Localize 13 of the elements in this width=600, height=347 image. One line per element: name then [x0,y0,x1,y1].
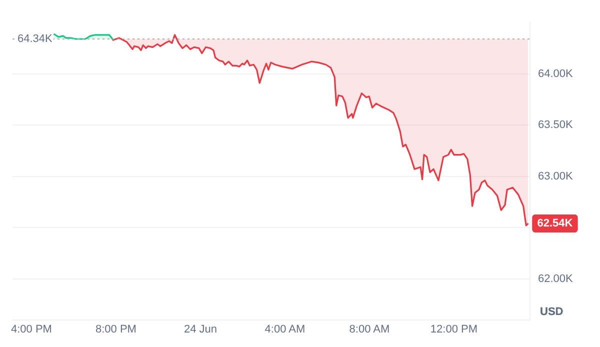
x-tick-label: 4:00 PM [11,323,52,336]
x-tick-label: 24 Jun [184,323,217,336]
y-tick-label: 63.00K [538,170,574,182]
y-tick-label: 64.00K [538,68,574,80]
y-tick-label: 62.00K [538,272,574,285]
y-axis-title: USD [540,306,564,318]
annotation: 62.54K [537,217,573,230]
ref-line-label: 64.34K [17,33,53,46]
x-tick-label: 8:00 PM [95,323,136,336]
x-tick-label: 12:00 PM [430,323,478,336]
y-tick-label: 63.50K [538,119,574,132]
x-tick-label: 8:00 AM [349,323,390,336]
x-tick-label: 4:00 AM [264,323,306,336]
